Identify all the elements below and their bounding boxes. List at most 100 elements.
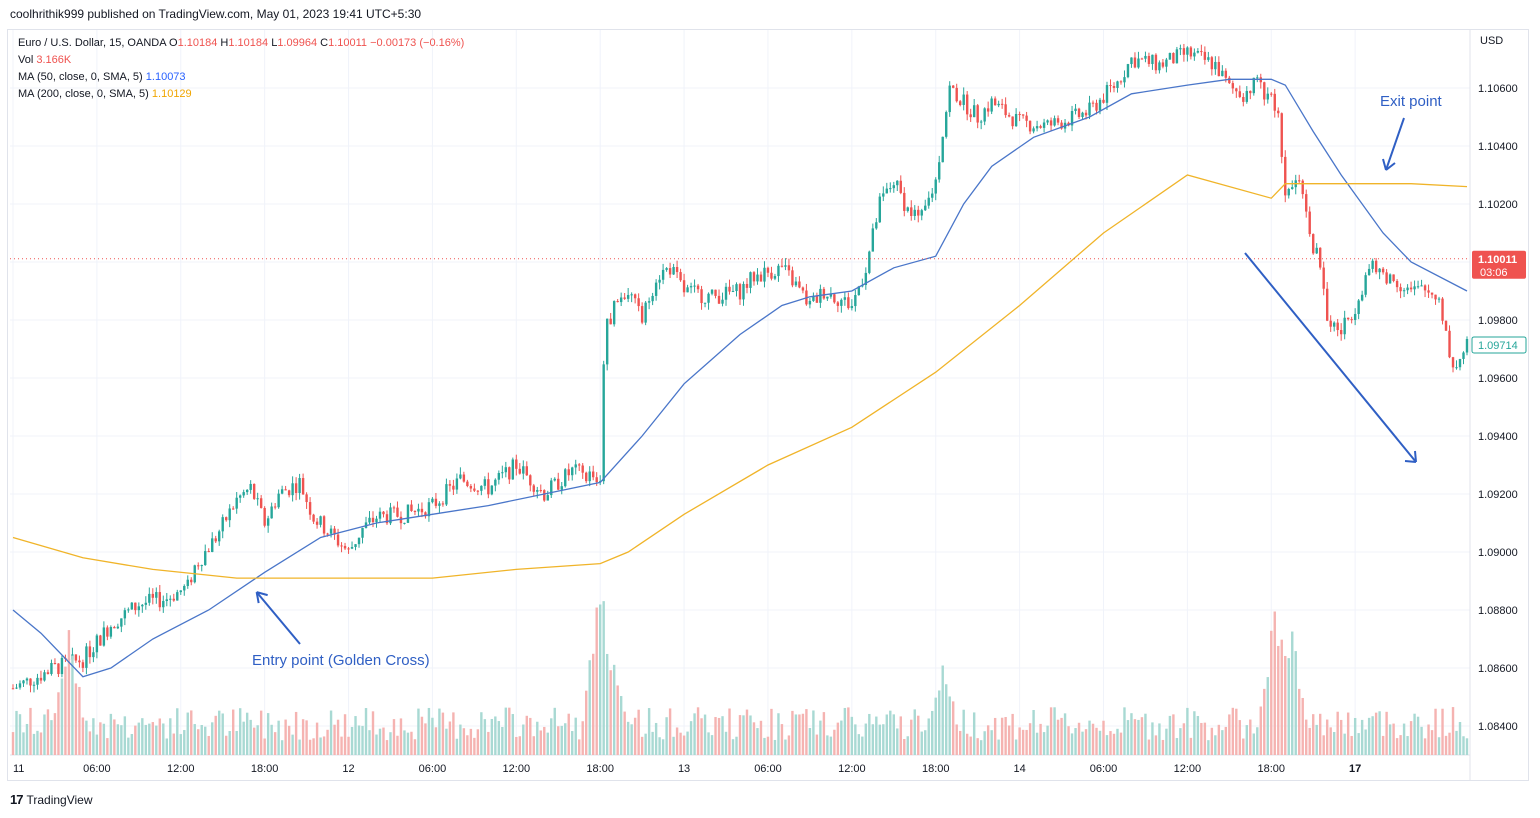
candle-body <box>696 285 700 290</box>
candle-body <box>780 265 784 267</box>
volume-bar <box>1088 720 1091 755</box>
volume-bar <box>728 708 731 755</box>
volume-bar <box>43 714 46 755</box>
candle-body <box>326 533 329 535</box>
volume-bar <box>291 734 294 755</box>
volume-bar <box>1329 727 1332 755</box>
candle-body <box>854 295 857 307</box>
candle-body <box>305 494 308 503</box>
volume-bar <box>186 712 189 755</box>
volume-bar <box>1095 727 1098 755</box>
candle-body <box>654 282 658 296</box>
candle-body <box>134 602 137 611</box>
candle-body <box>448 484 452 486</box>
candle-body <box>917 209 920 216</box>
volume-bar <box>829 736 833 755</box>
candle-body <box>1357 300 1360 315</box>
legend-close-label: C <box>320 37 329 49</box>
candle-body <box>710 289 714 294</box>
candle-body <box>1119 81 1123 83</box>
volume-bar <box>986 725 990 755</box>
volume-bar <box>392 719 396 755</box>
candle-body <box>829 294 833 297</box>
candle-body <box>938 162 941 180</box>
volume-bar <box>1305 719 1308 755</box>
candle-body <box>158 592 161 608</box>
candle-body <box>343 545 347 549</box>
volume-bar <box>25 723 29 755</box>
candle-body <box>1284 156 1287 196</box>
candle-body <box>983 108 986 122</box>
candle-body <box>207 551 210 553</box>
volume-bar <box>972 712 976 755</box>
volume-bar <box>242 721 245 755</box>
volume-bar <box>252 727 256 755</box>
ma-price-badge <box>1471 336 1527 354</box>
candle-body <box>1416 286 1420 288</box>
candle-body <box>277 493 280 508</box>
volume-bar <box>162 723 165 755</box>
candle-body <box>176 592 179 601</box>
volume-bar <box>228 731 231 755</box>
volume-bar <box>1102 720 1105 755</box>
candle-body <box>375 518 378 523</box>
volume-bar <box>791 710 794 755</box>
candle-body <box>1437 298 1441 300</box>
volume-bar <box>1203 722 1207 755</box>
candle-body <box>1350 319 1353 321</box>
candle-body <box>658 279 661 283</box>
volume-bar <box>1189 737 1193 755</box>
volume-bar <box>892 714 895 755</box>
volume-bar <box>717 717 721 755</box>
candle-body <box>1367 268 1371 276</box>
x-tick-label: 11 <box>13 763 24 775</box>
candle-body <box>763 267 766 282</box>
ma200-line <box>12 174 1468 579</box>
candle-body <box>1413 286 1416 290</box>
legend-low: 1.09964 <box>277 37 318 49</box>
legend-high: 1.10184 <box>228 37 269 49</box>
candle-body <box>1151 54 1154 65</box>
candle-body <box>249 483 252 490</box>
volume-bar <box>1448 732 1451 755</box>
candle-body <box>612 301 616 325</box>
candle-body <box>759 274 763 282</box>
volume-bar <box>958 730 962 755</box>
volume-bar <box>616 685 619 755</box>
candle-body <box>1123 77 1126 83</box>
volume-bar <box>333 724 336 755</box>
candle-body <box>1235 88 1238 92</box>
volume-bar <box>347 736 350 755</box>
candle-body <box>1200 51 1203 53</box>
candle-body <box>735 284 738 292</box>
tradingview-logo[interactable]: 17 TradingView <box>10 792 93 807</box>
volume-bar <box>1238 720 1242 755</box>
volume-bar <box>497 721 501 755</box>
volume-bar <box>385 740 389 755</box>
volume-bar <box>871 724 875 755</box>
candle-body <box>1046 120 1049 123</box>
volume-bar <box>231 709 235 755</box>
chart-frame <box>7 29 1529 781</box>
candle-body <box>882 193 885 197</box>
volume-bar <box>176 708 179 755</box>
exit-arrow-shaft <box>1385 117 1405 171</box>
candle-body <box>784 265 787 267</box>
volume-bar <box>686 731 689 755</box>
volume-bar <box>305 720 308 755</box>
volume-bar <box>763 737 766 755</box>
candle-body <box>906 207 909 211</box>
volume-bar <box>1123 707 1126 755</box>
candle-body <box>878 196 882 223</box>
candle-body <box>459 474 462 479</box>
volume-bar <box>452 712 455 755</box>
volume-bar <box>801 713 805 755</box>
candle-body <box>354 544 357 548</box>
volume-bar <box>1273 611 1276 755</box>
candle-body <box>791 270 794 286</box>
candle-body <box>714 289 717 296</box>
volume-bar <box>508 707 511 755</box>
volume-bar <box>889 710 892 755</box>
candle-body <box>361 527 364 538</box>
